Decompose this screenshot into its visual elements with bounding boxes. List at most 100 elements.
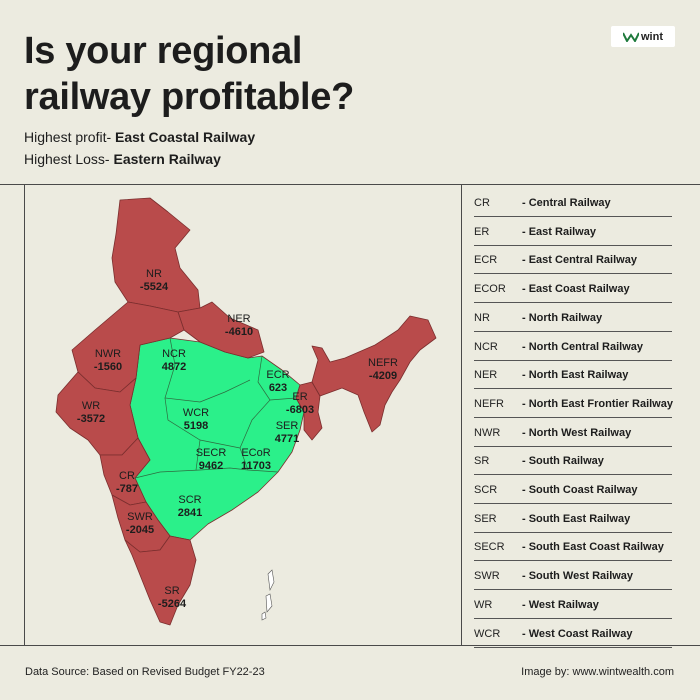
zone-area-sr [124,535,197,626]
legend-row: WCR - West Coast Railway [474,619,672,648]
legend-row: ECR - East Central Railway [474,245,672,275]
legend-name: - East Coast Railway [522,283,630,296]
zone-value-cr: -787 [116,483,138,495]
legend-row: NCR - North Central Railway [474,332,672,361]
zone-label-cr: CR [119,470,135,482]
zone-area-nr [111,197,201,313]
legend-name: - Central Railway [522,197,611,209]
legend-divider [461,184,462,646]
page-title: Is your regional railway profitable? [24,28,484,120]
image-credit: Image by: www.wintwealth.com [521,666,674,678]
legend-row: SWR - South West Railway [474,561,672,591]
zone-boundaries [134,337,297,479]
highest-loss-line: Highest Loss- Eastern Railway [24,151,221,167]
zone-label-ner: NER [227,313,250,325]
highest-loss-value: Eastern Railway [113,151,221,167]
legend-code: NER [474,369,498,382]
zone-label-secr: SECR [196,447,227,459]
zone-label-sr: SR [164,585,179,597]
zone-value-swr: -2045 [126,524,154,536]
andaman-islands [261,569,275,621]
zone-area-cr [99,437,151,506]
legend-code: NEFR [474,397,504,410]
legend-row: SER - South East Railway [474,504,672,533]
top-divider [0,184,700,185]
zone-label-wr: WR [82,400,100,412]
legend-row: NR - North Railway [474,303,672,332]
legend-code: ECOR [474,283,506,296]
zone-label-er: ER [292,391,307,403]
zone-area-er [295,381,323,441]
zone-value-wcr: 5198 [184,420,208,432]
zone-value-ecor: 11703 [241,460,271,472]
zone-value-ecr: 623 [269,382,287,394]
legend-row: NWR - North West Railway [474,418,672,447]
zone-label-scr: SCR [178,494,201,506]
legend-row: ECOR - East Coast Railway [474,274,672,304]
legend-row: SR - South Railway [474,446,672,476]
zone-area-ner [177,301,265,359]
zone-label-ecr: ECR [266,369,289,381]
highest-profit-line: Highest profit- East Coastal Railway [24,129,255,145]
legend-name: - South East Railway [522,512,631,525]
legend-name: - North West Railway [522,426,632,439]
legend-row: SECR - South East Coast Railway [474,532,672,562]
legend-name: - West Coast Railway [522,627,633,640]
zone-label-ncr: NCR [162,348,186,360]
legend-code: WCR [474,627,501,640]
legend-name: - North Central Railway [522,340,644,353]
legend-code: NWR [474,426,501,439]
zone-value-nefr: -4209 [369,370,397,382]
zone-value-sr: -5264 [158,598,187,610]
legend-name: - South East Coast Railway [522,541,664,554]
zone-value-nwr: -1560 [94,361,122,373]
legend-name: - East Central Railway [522,254,637,267]
wint-logo-icon [623,32,639,42]
zone-value-er: -6803 [286,404,314,416]
zone-label-swr: SWR [127,511,153,523]
legend-code: WR [474,598,493,611]
zone-value-ser: 4771 [275,433,299,445]
zone-label-nr: NR [146,268,162,280]
zone-value-scr: 2841 [178,507,202,519]
legend-code: SER [474,512,497,525]
legend-code: SECR [474,541,505,554]
highest-profit-label: Highest profit- [24,129,116,145]
legend-row: ER - East Railway [474,217,672,246]
legend-code: ER [474,225,490,238]
data-source: Data Source: Based on Revised Budget FY2… [25,666,265,678]
left-divider [24,184,25,646]
legend-row: NEFR - North East Frontier Railway [474,389,673,418]
zone-label-ecor: ECoR [241,447,270,459]
wint-logo: wint [611,26,675,47]
legend-row: SCR - South Coast Railway [474,475,672,504]
legend-name: - North Railway [522,311,603,324]
legend-code: NCR [474,340,498,353]
legend-name: - West Railway [522,598,599,611]
bottom-divider [0,645,700,646]
zone-label-ser: SER [276,420,299,432]
zone-area-nefr [311,315,437,433]
zone-label-wcr: WCR [183,407,209,419]
legend-name: - North East Railway [522,369,629,382]
logo-text: wint [641,30,663,43]
legend-name: - South West Railway [522,570,634,583]
legend-name: - South Railway [522,455,604,468]
zone-label-nwr: NWR [95,348,121,360]
highest-loss-label: Highest Loss- [24,151,114,167]
legend-code: SCR [474,484,498,496]
legend-row: NER - North East Railway [474,360,672,390]
legend-code: NR [474,311,490,324]
title-line-2: railway profitable? [24,76,355,118]
legend-name: - South Coast Railway [522,484,638,496]
legend-name: - North East Frontier Railway [522,397,673,410]
legend-row: CR - Central Railway [474,188,672,217]
highest-profit-value: East Coastal Railway [115,129,256,145]
title-line-1: Is your regional [24,30,303,72]
zone-value-ner: -4610 [225,326,253,338]
zone-value-secr: 9462 [199,460,223,472]
zone-value-ncr: 4872 [162,361,186,373]
legend-row: WR - West Railway [474,590,672,619]
legend-name: - East Railway [522,225,596,238]
